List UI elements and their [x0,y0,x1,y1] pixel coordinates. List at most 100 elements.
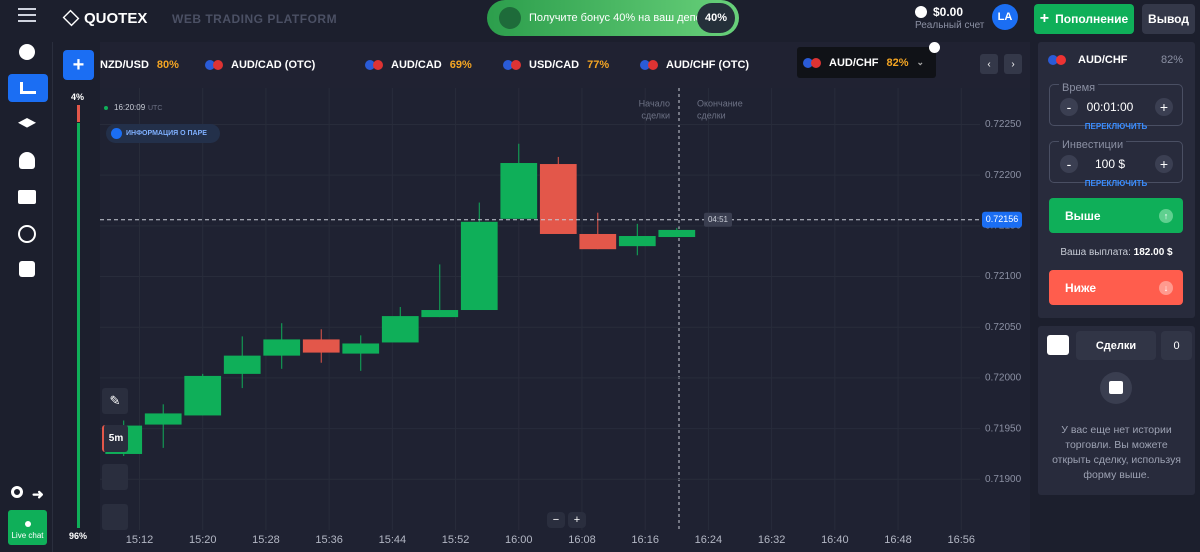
x-tick-label: 16:24 [695,534,723,546]
bonus-badge: 40% [697,3,735,33]
scroll-left[interactable]: ‹ [980,54,998,74]
zoom-out[interactable]: − [547,512,565,528]
ticker-chevron: ⌄ [916,57,925,67]
ticker-payout: 82% [886,56,909,69]
deposit-label: Пополнение [1055,12,1129,26]
logo: QUOTEX [84,10,148,27]
ticker[interactable]: NZD/USD 80% [100,42,179,88]
ticker[interactable]: AUD/CHF 82% ⌄ [797,47,937,78]
start-label: Начало [639,98,670,108]
y-tick-label: 0.72200 [985,170,1022,181]
collapse-button[interactable] [1047,335,1069,355]
payout-row: Ваша выплата: 182.00 $ [1038,247,1195,258]
add-chart-button[interactable]: + [63,50,94,80]
empty-text: У вас еще нет истории торговли. Вы может… [1052,424,1181,481]
plus-icon: + [1039,10,1050,27]
clock: 16:20:09 [114,103,146,112]
time-value: 00:01:00 [1086,100,1134,114]
ticker-close[interactable] [929,42,940,53]
candle-body [658,229,696,238]
invest-switch[interactable]: ПЕРЕКЛЮЧИТЬ [1084,179,1148,188]
draw-tool[interactable]: ✎ [102,388,128,414]
timeframe-button[interactable]: 5m [102,425,128,452]
y-tick-label: 0.71900 [985,474,1022,485]
withdraw-button[interactable]: Вывод [1142,4,1195,34]
live-chat-label: Live chat [11,531,44,540]
price-box [982,211,1022,228]
flag [373,60,383,70]
flag [811,57,821,68]
signals-icon[interactable] [18,225,36,243]
live-chat-button[interactable]: Live chat [8,510,47,545]
flag [205,60,215,70]
zoom-in[interactable]: + [568,512,586,528]
scroll-right[interactable]: › [1004,54,1022,74]
ticker[interactable]: AUD/CAD 69% [365,42,472,88]
avatar[interactable]: LA [992,4,1018,30]
payout-value: 182.00 $ [1133,247,1173,258]
account-type: Реальный счет [915,20,985,31]
ticker-pair: NZD/USD [100,59,149,71]
x-tick-label: 15:20 [189,534,217,546]
x-tick-label: 15:28 [252,534,280,546]
ticker-pair: AUD/CAD [391,59,442,71]
rocket-icon [499,7,521,29]
ticker-bar: NZD/USD 80% AUD/CAD (OTC) AUD/CAD 69% USD/CAD… [100,42,1030,88]
panel-pair: AUD/CHF [1078,54,1128,66]
menu-icon[interactable] [18,8,36,22]
deposit-button[interactable]: + Пополнение [1034,4,1134,34]
pair-info[interactable]: ИНФОРМАЦИЯ О ПАРЕ [106,124,220,143]
platform-name: WEB TRADING PLATFORM [172,12,338,26]
candle-body [381,316,419,343]
sentiment-up: 4% [71,92,85,102]
pair-info-label: ИНФОРМАЦИЯ О ПАРЕ [126,130,207,137]
ticker-pair: AUD/CAD (OTC) [231,59,316,71]
trades-tab[interactable]: Сделки [1076,331,1156,360]
time-switch[interactable]: ПЕРЕКЛЮЧИТЬ [1084,122,1148,131]
x-tick-label: 16:00 [505,534,533,546]
chart-type-button[interactable] [102,464,128,490]
account-icon [915,6,927,18]
sentiment-down-bar [77,105,80,122]
up-button[interactable]: Выше ↑ [1049,198,1183,233]
panel-payout: 82% [1160,54,1183,66]
ticker-pair: AUD/CHF [829,56,879,69]
education-icon[interactable] [18,118,36,128]
ticker[interactable]: AUD/CHF (OTC) [640,42,749,88]
time-plus[interactable]: + [1155,98,1173,116]
flag [503,60,513,70]
flag [511,60,521,70]
time-minus[interactable]: - [1060,98,1078,116]
settings-icon[interactable] [11,486,23,498]
tournaments-icon[interactable] [19,261,35,277]
end-label: сделки [697,110,726,120]
x-tick-label: 16:16 [631,534,659,546]
help-icon[interactable] [19,44,35,60]
payout-label: Ваша выплата: [1060,247,1131,258]
invest-plus[interactable]: + [1155,155,1173,173]
logout-icon[interactable]: ➜ [32,486,44,502]
market-icon[interactable] [18,190,36,204]
invest-label: Инвестиции [1059,139,1127,151]
ticker-payout: 69% [449,59,472,71]
invest-minus[interactable]: - [1060,155,1078,173]
divider [52,42,53,552]
y-tick-label: 0.72250 [985,119,1022,130]
ticker[interactable]: USD/CAD 77% [503,42,609,88]
ticker-pair: AUD/CHF (OTC) [666,59,750,71]
x-tick-label: 16:56 [947,534,975,546]
chart-background [100,42,1030,552]
x-tick-label: 15:52 [442,534,470,546]
down-button[interactable]: Ниже ↓ [1049,270,1183,305]
time-input[interactable] [1049,84,1183,126]
indicators-button[interactable] [102,504,128,530]
x-tick-label: 15:44 [379,534,407,546]
profile-icon[interactable] [19,152,35,169]
empty-icon [1100,372,1132,404]
x-tick-label: 15:36 [315,534,343,546]
bonus-banner[interactable]: Получите бонус 40% на ваш депозит 40% [487,0,739,36]
y-tick-label: 0.72000 [985,373,1022,384]
trade-icon[interactable] [8,74,48,102]
ticker[interactable]: AUD/CAD (OTC) [205,42,315,88]
